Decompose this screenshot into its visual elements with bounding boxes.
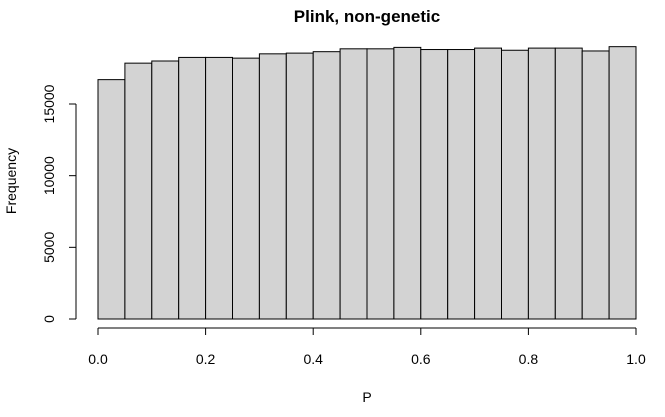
x-tick-label: 0.2 <box>196 351 216 367</box>
histogram-bar <box>366 48 395 320</box>
histogram-bar <box>151 60 180 320</box>
histogram-bar <box>527 47 556 320</box>
x-tick-label: 1.0 <box>626 351 646 367</box>
histogram-bar <box>447 49 476 320</box>
x-tick-label: 0.4 <box>303 351 323 367</box>
histogram-bar <box>554 47 583 320</box>
histogram-bar <box>474 47 503 320</box>
histogram-bar <box>501 49 529 320</box>
x-axis: 0.0 0.2 0.4 0.6 0.8 1.0 <box>88 327 646 367</box>
x-tick-label: 0.0 <box>88 351 108 367</box>
histogram-bar <box>97 79 126 320</box>
histogram-bar <box>420 49 449 320</box>
bars-group <box>97 46 637 320</box>
histogram-bar <box>339 48 368 320</box>
x-tick-label: 0.6 <box>411 351 431 367</box>
histogram-bar <box>312 51 341 320</box>
chart-title: Plink, non-genetic <box>294 7 440 26</box>
y-axis-label: Frequency <box>3 148 19 214</box>
histogram-bar <box>205 56 234 320</box>
histogram-bar <box>124 62 153 320</box>
histogram-bar <box>232 57 260 320</box>
y-tick-label: 15000 <box>41 84 57 123</box>
histogram-bar <box>258 53 287 320</box>
y-tick-label: 0 <box>41 315 57 323</box>
histogram-bar <box>608 46 637 320</box>
histogram-bar <box>178 56 207 320</box>
x-tick-label: 0.8 <box>519 351 539 367</box>
histogram-bar <box>285 52 314 320</box>
x-axis-label: P <box>362 389 371 405</box>
y-axis: 0 5000 10000 15000 <box>41 84 77 323</box>
histogram-bar <box>393 46 422 320</box>
y-tick-label: 10000 <box>41 156 57 195</box>
y-tick-label: 5000 <box>41 232 57 263</box>
histogram-bar <box>581 50 610 320</box>
